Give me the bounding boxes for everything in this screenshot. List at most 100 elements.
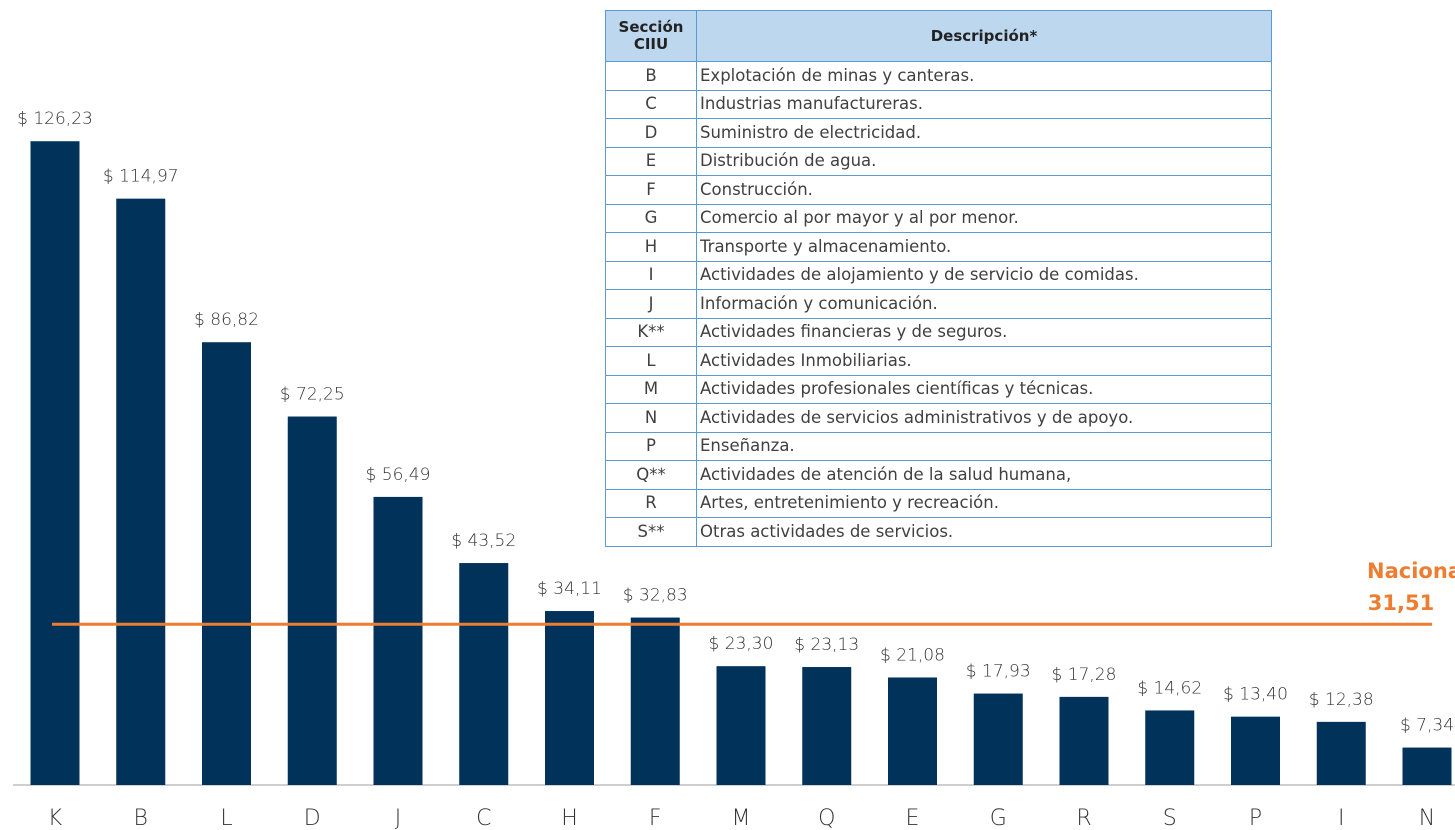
value-label: $ 34,11	[537, 579, 602, 599]
value-label: $ 21,08	[880, 645, 945, 665]
table-header: Sección CIIU Descripción*	[605, 10, 1272, 62]
x-tick-label: B	[134, 806, 148, 830]
section-cell: H	[605, 232, 697, 262]
description-cell: Industrias manufactureras.	[696, 89, 1272, 119]
x-tick-label: F	[649, 806, 662, 830]
value-label: $ 23,30	[709, 634, 774, 654]
bar	[1316, 721, 1366, 785]
x-tick-label: M	[732, 806, 751, 830]
bar	[1059, 696, 1109, 785]
table-row: C Industrias manufactureras.	[605, 89, 1272, 119]
bar	[287, 416, 337, 785]
header-cell: Descripción*	[696, 10, 1272, 62]
x-tick-label: C	[476, 806, 491, 830]
section-cell: J	[605, 289, 697, 319]
table-row: M Actividades profesionales científicas y…	[605, 374, 1272, 404]
section-cell: C	[605, 89, 697, 119]
section-cell: Q**	[605, 460, 697, 490]
section-cell: K**	[605, 317, 697, 347]
table-row: I Actividades de alojamiento y de servici…	[605, 260, 1272, 290]
description-cell: Otras actividades de servicios.	[696, 517, 1272, 547]
table-row: R Artes, entretenimiento y recreación.	[605, 488, 1272, 518]
bar	[716, 666, 766, 785]
bar	[1402, 747, 1452, 785]
table-row: H Transporte y almacenamiento.	[605, 232, 1272, 262]
x-tick-label: P	[1249, 806, 1262, 830]
x-tick-label: Q	[818, 806, 835, 830]
value-label: $ 72,25	[280, 385, 345, 405]
value-label: $ 12,38	[1309, 690, 1374, 710]
table-row: G Comercio al por mayor y al por menor.	[605, 203, 1272, 233]
table-row: K** Actividades financieras y de seguros.	[605, 317, 1272, 347]
description-cell: Explotación de minas y canteras.	[696, 61, 1272, 91]
section-cell: R	[605, 488, 697, 518]
section-cell: G	[605, 203, 697, 233]
section-cell: E	[605, 146, 697, 176]
description-cell: Comercio al por mayor y al por menor.	[696, 203, 1272, 233]
x-tick-label: S	[1163, 806, 1177, 830]
header-cell: Sección CIIU	[605, 10, 697, 62]
table-row: N Actividades de servicios administrativo…	[605, 403, 1272, 433]
value-label: $ 7,34	[1400, 716, 1454, 736]
sector-table: Sección CIIU Descripción* B Explotación d…	[605, 10, 1272, 547]
table-row: B Explotación de minas y canteras.	[605, 61, 1272, 91]
bar	[888, 677, 937, 785]
value-label: $ 86,82	[194, 310, 259, 330]
x-tick-label: E	[906, 806, 920, 830]
value-label: $ 56,49	[366, 465, 431, 485]
description-cell: Artes, entretenimiento y recreación.	[696, 488, 1272, 518]
x-tick-label: I	[1338, 806, 1345, 830]
section-cell: S**	[605, 517, 697, 547]
description-cell: Actividades financieras y de seguros.	[696, 317, 1272, 347]
value-label: $ 17,93	[966, 662, 1031, 682]
value-label: $ 114,97	[103, 167, 179, 187]
value-label: $ 23,13	[794, 635, 859, 655]
description-cell: Actividades de atención de la salud huma…	[696, 460, 1272, 490]
bar	[30, 141, 80, 786]
reference-label: Nacional	[1367, 559, 1455, 583]
value-label: $ 13,40	[1223, 685, 1288, 705]
description-cell: Actividades Inmobiliarias.	[696, 346, 1272, 376]
table-row: Q** Actividades de atención de la salud h…	[605, 460, 1272, 490]
section-cell: P	[605, 431, 697, 461]
bar	[1145, 710, 1195, 785]
bar	[202, 342, 251, 785]
bar	[373, 496, 423, 785]
section-cell: F	[605, 175, 697, 205]
value-label: $ 14,62	[1137, 678, 1202, 698]
description-cell: Actividades de servicios administrativos…	[696, 403, 1272, 433]
description-cell: Transporte y almacenamiento.	[696, 232, 1272, 262]
description-cell: Enseñanza.	[696, 431, 1272, 461]
bar	[630, 617, 680, 785]
description-cell: Actividades profesionales científicas y …	[696, 374, 1272, 404]
x-tick-label: K	[48, 806, 63, 830]
table-row: S** Otras actividades de servicios.	[605, 517, 1272, 547]
bar	[459, 563, 509, 785]
value-label: $ 17,28	[1052, 665, 1117, 685]
value-label: $ 32,83	[623, 586, 688, 606]
bar	[973, 693, 1023, 785]
table-row: D Suministro de electricidad.	[605, 118, 1272, 148]
x-tick-label: J	[395, 806, 402, 830]
value-label: $ 126,23	[17, 109, 93, 129]
x-tick-label: N	[1419, 806, 1435, 830]
table-row: J Información y comunicación.	[605, 289, 1272, 319]
value-label: $ 43,52	[451, 531, 516, 551]
section-cell: D	[605, 118, 697, 148]
description-cell: Suministro de electricidad.	[696, 118, 1272, 148]
description-cell: Distribución de agua.	[696, 146, 1272, 176]
section-cell: B	[605, 61, 697, 91]
x-tick-label: R	[1076, 806, 1091, 830]
x-tick-label: G	[990, 806, 1007, 830]
section-cell: L	[605, 346, 697, 376]
x-tick-label: L	[220, 806, 232, 830]
table-row: L Actividades Inmobiliarias.	[605, 346, 1272, 376]
description-cell: Construcción.	[696, 175, 1272, 205]
table-row: E Distribución de agua.	[605, 146, 1272, 176]
bar	[1231, 716, 1280, 785]
section-cell: I	[605, 260, 697, 290]
reference-value-label: 31,51	[1368, 591, 1434, 615]
table-row: P Enseñanza.	[605, 431, 1272, 461]
